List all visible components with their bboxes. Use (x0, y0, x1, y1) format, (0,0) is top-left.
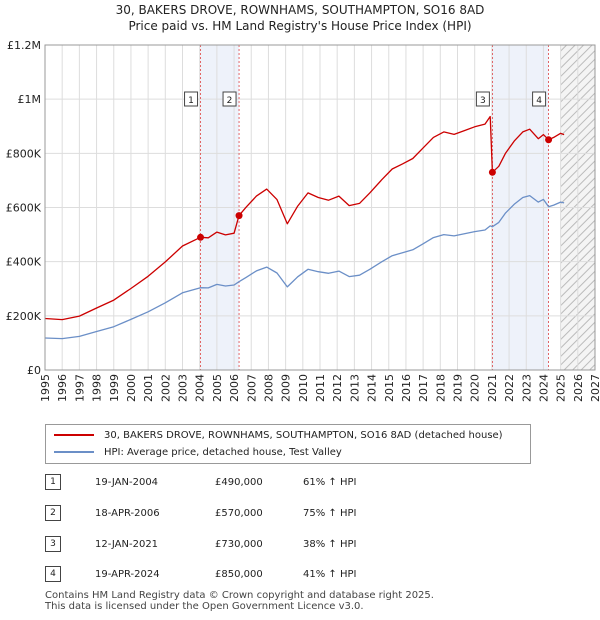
transaction-number: 2 (45, 505, 61, 521)
transaction-number: 3 (45, 536, 61, 552)
x-tick-label: 2000 (125, 374, 138, 402)
price-chart: £0 £200K £400K £600K £800K £1M £1.2M 1995 1996 19… (6, 39, 600, 402)
legend: 30, BAKERS DROVE, ROWNHAMS, SOUTHAMPTON,… (45, 424, 531, 464)
sale-marker-box (532, 91, 547, 107)
x-tick-label: 1999 (108, 374, 121, 402)
transaction-hpi: 75% ↑ HPI (303, 508, 357, 519)
x-tick-label: 2011 (314, 374, 327, 402)
x-tick-label: 2018 (434, 374, 447, 402)
x-tick-label: 1998 (91, 374, 104, 402)
transaction-date: 19-APR-2024 (95, 569, 160, 580)
transaction-price: £730,000 (215, 539, 263, 550)
x-tick-label: 2006 (228, 374, 241, 402)
legend-label-property: 30, BAKERS DROVE, ROWNHAMS, SOUTHAMPTON,… (104, 430, 503, 441)
legend-swatch-hpi (54, 451, 94, 453)
x-tick-label: 2016 (400, 374, 413, 402)
x-tick-label: 2017 (417, 374, 430, 402)
x-tick-label: 2014 (366, 374, 379, 402)
transaction-number: 4 (45, 566, 61, 582)
sale-marker-box (222, 91, 237, 107)
y-tick-label: £1M (18, 93, 42, 106)
x-tick-label: 2027 (589, 374, 600, 402)
x-tick-label: 2020 (469, 374, 482, 402)
legend-item-hpi: HPI: Average price, detached house, Test… (54, 445, 342, 461)
footer-copyright: Contains HM Land Registry data © Crown c… (45, 590, 434, 601)
plot-border (44, 44, 596, 371)
sale-point (545, 136, 553, 144)
hpi-series-line (44, 194, 565, 340)
transaction-date: 19-JAN-2004 (95, 477, 159, 488)
y-tick-label: £1.2M (7, 39, 41, 52)
y-tick-label: £0 (27, 364, 41, 377)
x-tick-label: 2024 (537, 374, 550, 402)
y-tick-label: £600K (6, 202, 42, 215)
x-tick-label: 2002 (159, 374, 172, 402)
transaction-number: 1 (45, 474, 61, 490)
transaction-price: £490,000 (215, 477, 263, 488)
sale-marker-box (475, 91, 490, 107)
x-tick-label: 1997 (73, 374, 86, 402)
x-tick-label: 2007 (245, 374, 258, 402)
transaction-date: 18-APR-2006 (95, 508, 160, 519)
sale-marker-label: 4 (536, 96, 542, 106)
transaction-hpi: 41% ↑ HPI (303, 569, 357, 580)
sale-point (488, 168, 496, 176)
legend-label-hpi: HPI: Average price, detached house, Test… (104, 447, 342, 458)
x-tick-label: 2005 (211, 374, 224, 402)
transaction-hpi: 61% ↑ HPI (303, 477, 357, 488)
x-tick-label: 2019 (452, 374, 465, 402)
x-tick-label: 2009 (280, 374, 293, 402)
x-tick-label: 2004 (194, 374, 207, 402)
chart-title: 30, BAKERS DROVE, ROWNHAMS, SOUTHAMPTON,… (115, 3, 485, 17)
x-tick-label: 1996 (56, 374, 69, 402)
x-tick-label: 2025 (555, 374, 568, 402)
sale-marker-label: 2 (227, 96, 233, 106)
transaction-price: £850,000 (215, 569, 263, 580)
sale-point (197, 233, 205, 241)
x-tick-label: 2021 (486, 374, 499, 402)
transaction-hpi: 38% ↑ HPI (303, 539, 357, 550)
y-tick-label: £200K (6, 310, 42, 323)
sale-marker-label: 3 (480, 96, 486, 106)
x-tick-label: 2001 (142, 374, 155, 402)
x-tick-label: 2012 (331, 374, 344, 402)
x-tick-label: 2026 (572, 374, 585, 402)
x-tick-label: 2003 (177, 374, 190, 402)
chart-subtitle: Price paid vs. HM Land Registry's House … (128, 19, 472, 33)
sale-marker-label: 1 (188, 96, 194, 106)
x-tick-label: 2015 (383, 374, 396, 402)
sale-point (235, 212, 243, 220)
legend-swatch-property (54, 434, 94, 436)
transaction-date: 12-JAN-2021 (95, 539, 159, 550)
x-tick-label: 2010 (297, 374, 310, 402)
x-tick-label: 2023 (520, 374, 533, 402)
y-tick-label: £400K (6, 256, 42, 269)
property-series-line (44, 115, 565, 321)
x-tick-label: 1995 (39, 374, 52, 402)
footer-license: This data is licensed under the Open Gov… (45, 601, 364, 612)
x-tick-label: 2008 (262, 374, 275, 402)
transaction-price: £570,000 (215, 508, 263, 519)
x-tick-label: 2022 (503, 374, 516, 402)
sale-marker-box (184, 91, 199, 107)
x-tick-label: 2013 (348, 374, 361, 402)
legend-item-property: 30, BAKERS DROVE, ROWNHAMS, SOUTHAMPTON,… (54, 428, 503, 444)
y-tick-label: £800K (6, 147, 42, 160)
